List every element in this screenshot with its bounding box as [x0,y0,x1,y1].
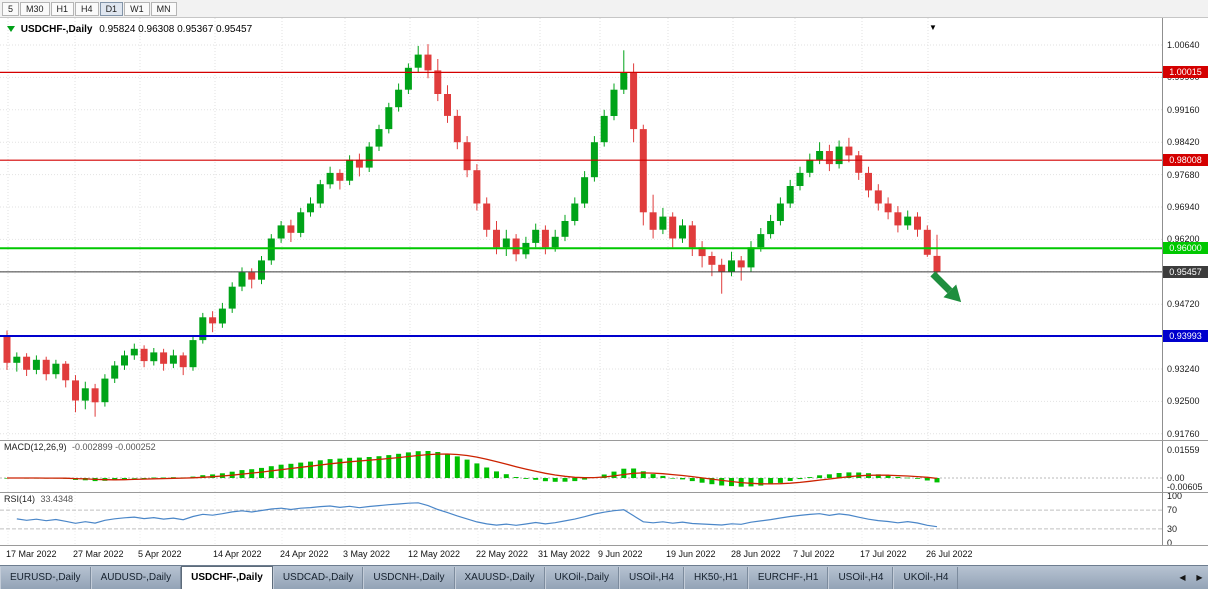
date-axis-label: 22 May 2022 [476,549,529,559]
rsi-indicator-name: RSI(14) [4,494,36,504]
rsi-label: RSI(14) 33.4348 [4,494,73,504]
candles-layer [3,44,941,417]
chart-tab-usdcad-daily[interactable]: USDCAD-,Daily [272,567,364,589]
panel-separator [0,545,1208,546]
timeframe-button-w1[interactable]: W1 [124,1,150,16]
price-line-label: 1.00015 [1163,66,1208,78]
price-axis-label: 0.99160 [1167,105,1200,115]
date-axis[interactable]: 17 Mar 2022 27 Mar 2022 5 Apr 2022 14 Apr 2… [0,545,1162,565]
date-axis-label: 26 Jul 2022 [926,549,973,559]
chart-tab-ukoil-daily[interactable]: UKOil-,Daily [544,567,619,589]
tab-scroll-left-button[interactable]: ◀ [1179,572,1186,582]
chart-tab-usdcnh-daily[interactable]: USDCNH-,Daily [363,567,455,589]
timeframe-toolbar: 5 M30 H1 H4 D1 W1 MN [0,0,1208,18]
chart-tab-usdchf-daily[interactable]: USDCHF-,Daily [181,566,273,589]
timeframe-button-m30[interactable]: M30 [20,1,50,16]
rsi-axis-label: 100 [1167,491,1183,501]
rsi-indicator-value: 33.4348 [40,494,74,504]
timeframe-button-mn[interactable]: MN [150,1,177,16]
date-axis-label: 28 Jun 2022 [731,549,781,559]
chart-tab-bar: EURUSD-,Daily AUDUSD-,Daily USDCHF-,Daily U… [0,565,1208,589]
rsi-axis-label: 0 [1167,538,1173,548]
rsi-axis-label: 30 [1167,524,1178,534]
timeframe-button-d1[interactable]: D1 [99,1,124,16]
tab-scroll-right-button[interactable]: ▶ [1196,572,1203,582]
macd-signal-line [7,453,938,485]
chart-tab-ukoil-h4[interactable]: UKOil-,H4 [893,567,959,589]
macd-label: MACD(12,26,9) -0.002899 -0.000252 [4,442,156,452]
chart-tab-xauusd-daily[interactable]: XAUUSD-,Daily [454,567,545,589]
rsi-chart-svg [0,492,1162,545]
price-axis-label: 0.97680 [1167,170,1200,180]
chart-shift-marker-icon[interactable]: ▼ [929,23,937,32]
macd-grid [0,440,1162,492]
timeframe-button-h4[interactable]: H4 [75,1,99,16]
price-axis-label: 0.94720 [1167,299,1200,309]
price-axis-label: 0.93240 [1167,364,1200,374]
timeframe-button-5[interactable]: 5 [2,1,20,16]
rsi-axis-label: 70 [1167,505,1178,515]
chart-ohlc-values: 0.95824 0.96308 0.95367 0.95457 [99,24,253,35]
date-axis-label: 24 Apr 2022 [280,549,329,559]
price-line-label: 0.96000 [1163,242,1208,254]
price-axis-label: 0.91760 [1167,429,1200,439]
chart-tab-eurusd-daily[interactable]: EURUSD-,Daily [0,567,91,589]
date-axis-label: 9 Jun 2022 [598,549,643,559]
macd-panel[interactable]: MACD(12,26,9) -0.002899 -0.000252 [0,440,1162,492]
rsi-grid [0,492,1162,545]
date-axis-label: 17 Jul 2022 [860,549,907,559]
candlestick-chart[interactable] [0,18,1162,440]
chart-tab-hk50-h1[interactable]: HK50-,H1 [683,567,748,589]
tab-scroll-controls: ◀ ▶ [1174,566,1208,589]
chart-tab-audusd-daily[interactable]: AUDUSD-,Daily [90,567,182,589]
macd-chart-svg [0,440,1162,492]
date-axis-label: 7 Jul 2022 [793,549,835,559]
chart-title: USDCHF-,Daily 0.95824 0.96308 0.95367 0.… [7,24,252,35]
horizontal-lines-layer [0,71,1162,337]
grid-layer [0,18,1162,440]
rsi-line [16,502,938,528]
macd-indicator-name: MACD(12,26,9) [4,442,67,452]
price-line-label: 0.98008 [1163,154,1208,166]
chart-tab-usoil-h4[interactable]: USOil-,H4 [828,567,894,589]
date-axis-label: 17 Mar 2022 [6,549,57,559]
date-axis-label: 31 May 2022 [538,549,591,559]
timeframe-button-h1[interactable]: H1 [50,1,75,16]
price-line-label: 0.95457 [1163,266,1208,278]
chart-symbol-label: USDCHF-,Daily [20,24,93,35]
date-axis-label: 12 May 2022 [408,549,461,559]
chart-tabs: EURUSD-,Daily AUDUSD-,Daily USDCHF-,Daily U… [0,566,959,589]
macd-axis-label: -0.00605 [1167,482,1203,492]
price-line-label: 0.93993 [1163,330,1208,342]
chart-tab-usoil-h4[interactable]: USOil-,H4 [618,567,684,589]
date-axis-label: 5 Apr 2022 [138,549,182,559]
chart-symbol-icon [7,26,15,33]
macd-indicator-values: -0.002899 -0.000252 [72,442,156,452]
date-axis-label: 14 Apr 2022 [213,549,262,559]
chart-tab-eurchf-h1[interactable]: EURCHF-,H1 [747,567,829,589]
price-axis[interactable]: 1.006400.999000.991600.984200.976800.969… [1162,18,1208,548]
panel-separator[interactable] [0,492,1208,493]
trend-arrow-annotation[interactable] [926,267,967,308]
date-axis-label: 19 Jun 2022 [666,549,716,559]
price-axis-label: 0.96200 [1167,234,1200,244]
price-axis-label: 0.96940 [1167,202,1200,212]
date-axis-label: 3 May 2022 [343,549,391,559]
rsi-panel[interactable]: RSI(14) 33.4348 [0,492,1162,545]
price-axis-label: 0.98420 [1167,137,1200,147]
macd-axis-label: 0.01559 [1167,445,1200,455]
price-axis-label: 0.92500 [1167,396,1200,406]
price-axis-label: 1.00640 [1167,40,1200,50]
macd-axis-label: 0.00 [1167,473,1185,483]
date-axis-label: 27 Mar 2022 [73,549,124,559]
panel-separator[interactable] [0,440,1208,441]
candlestick-chart-svg [0,18,1162,440]
